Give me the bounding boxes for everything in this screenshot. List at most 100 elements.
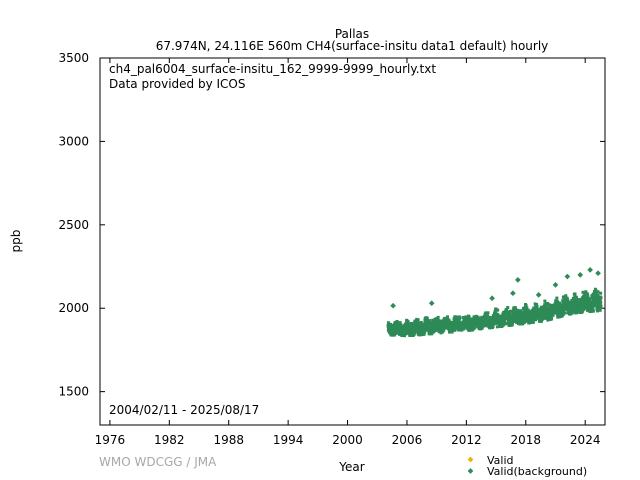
data-point — [513, 319, 517, 323]
data-point — [480, 326, 484, 330]
data-point — [519, 309, 523, 313]
data-point — [572, 308, 576, 312]
data-point — [469, 317, 473, 321]
legend-valid-label: Valid — [487, 454, 514, 467]
data-point — [588, 297, 592, 301]
data-point — [548, 303, 552, 307]
data-point — [542, 316, 546, 320]
x-tick-label: 1988 — [213, 433, 244, 447]
data-point — [437, 320, 441, 324]
data-point — [508, 313, 512, 317]
data-point — [520, 310, 524, 314]
data-point — [590, 294, 594, 298]
data-point — [558, 301, 562, 305]
data-point — [534, 318, 538, 322]
data-point — [577, 309, 581, 313]
chart-title: Pallas — [335, 27, 369, 41]
x-tick-label: 2006 — [392, 433, 423, 447]
data-point — [399, 323, 403, 327]
data-point — [599, 300, 603, 304]
data-point — [512, 318, 516, 322]
data-point — [411, 323, 415, 327]
y-tick-label: 3000 — [58, 134, 89, 148]
data-point — [568, 300, 572, 304]
data-point — [494, 307, 498, 311]
data-point — [581, 290, 585, 294]
data-point — [591, 309, 595, 313]
legend: Valid Valid(background) — [467, 454, 587, 478]
data-point — [487, 315, 491, 319]
data-point — [431, 318, 435, 322]
data-point — [545, 303, 549, 307]
data-point — [577, 272, 584, 278]
x-tick-label: 2018 — [511, 433, 542, 447]
data-point — [406, 320, 410, 324]
data-point — [515, 321, 519, 325]
data-point — [398, 321, 402, 325]
file-annotation: ch4_pal6004_surface-insitu_162_9999-9999… — [109, 62, 436, 76]
data-point — [416, 319, 420, 323]
x-axis-label: Year — [338, 460, 364, 474]
data-point — [584, 304, 588, 308]
date-range: 2004/02/11 - 2025/08/17 — [109, 403, 259, 417]
data-point — [496, 308, 500, 312]
x-tick-label: 1976 — [95, 433, 126, 447]
data-point — [508, 311, 512, 315]
data-point — [585, 300, 589, 304]
data-point — [535, 292, 542, 298]
data-point — [586, 295, 590, 299]
x-tick-label: 1994 — [273, 433, 304, 447]
data-point — [575, 311, 579, 315]
data-point — [573, 311, 577, 315]
data-point — [442, 328, 446, 332]
data-point — [491, 325, 495, 329]
data-point — [525, 308, 529, 312]
data-point — [465, 316, 469, 320]
data-point — [510, 323, 514, 327]
data-point — [596, 290, 600, 294]
data-point — [591, 307, 595, 311]
data-point — [419, 322, 423, 326]
data-point — [555, 296, 559, 300]
data-point — [412, 332, 416, 336]
data-point — [436, 315, 440, 319]
data-point — [494, 310, 498, 314]
data-point — [390, 302, 396, 309]
data-point — [434, 328, 438, 332]
data-point — [403, 334, 407, 338]
y-tick-label: 2000 — [58, 301, 89, 315]
data-point — [527, 309, 531, 313]
data-point — [506, 306, 510, 310]
data-point — [495, 325, 499, 329]
data-point — [566, 297, 570, 301]
data-point — [476, 315, 480, 319]
data-point — [598, 308, 602, 312]
x-tick-label: 2024 — [570, 433, 601, 447]
data-point — [535, 303, 539, 307]
data-point — [584, 306, 588, 310]
y-axis-label: ppb — [9, 230, 23, 253]
data-point — [439, 319, 443, 323]
data-point — [585, 292, 589, 296]
data-point — [564, 273, 571, 280]
data-point — [570, 311, 574, 315]
data-point — [510, 290, 516, 297]
data-point — [535, 304, 539, 308]
data-point — [489, 295, 495, 302]
data-point — [598, 299, 602, 303]
data-point — [549, 314, 553, 318]
data-point — [582, 308, 586, 312]
credit-text: WMO WDCGG / JMA — [99, 455, 217, 469]
data-point — [596, 306, 600, 310]
data-point — [425, 316, 429, 320]
data-point — [594, 289, 598, 293]
data-point — [599, 296, 603, 300]
data-point — [509, 309, 513, 313]
data-point — [523, 319, 527, 323]
data-point — [544, 302, 548, 306]
data-point — [596, 293, 600, 297]
data-point — [428, 300, 435, 307]
data-point — [423, 330, 427, 334]
data-point — [595, 270, 601, 277]
data-point — [431, 320, 435, 324]
